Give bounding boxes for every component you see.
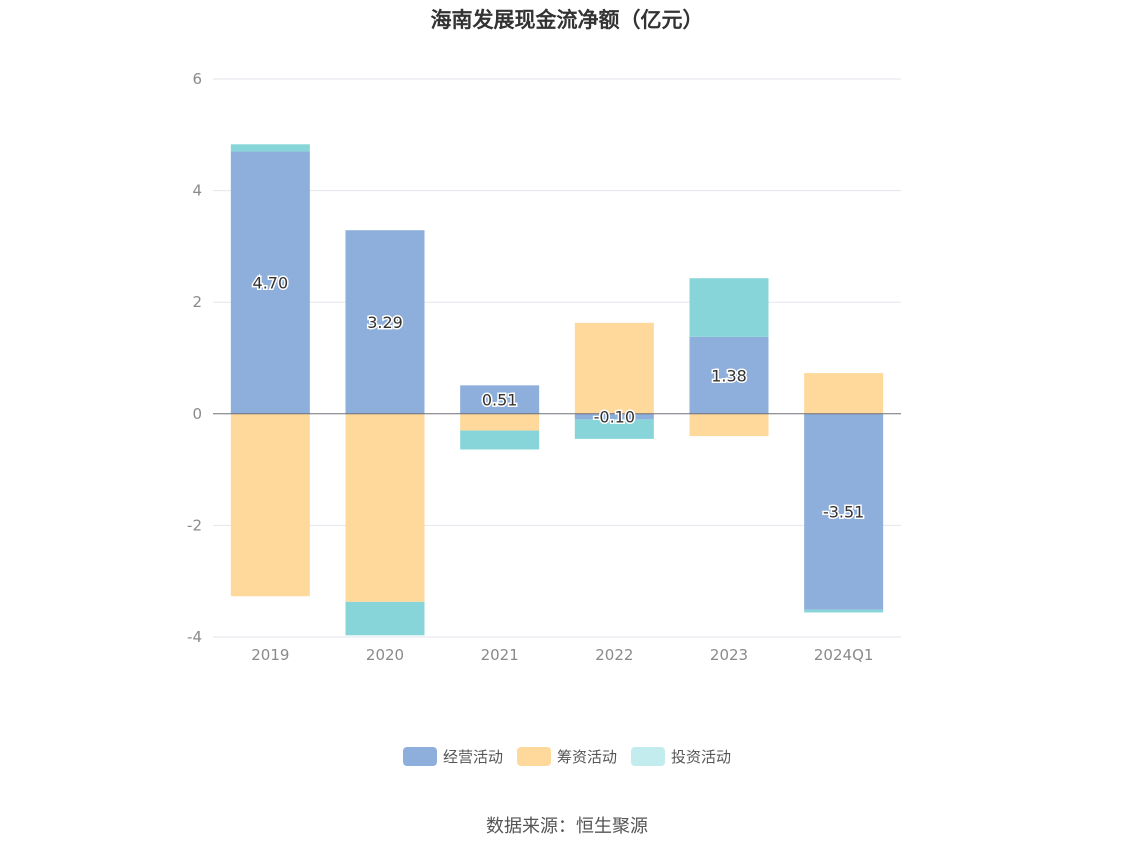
chart-title: 海南发展现金流净额（亿元） xyxy=(430,8,704,32)
x-tick-label: 2022 xyxy=(595,646,633,664)
bar-segment xyxy=(345,230,425,414)
data-label: 0.51 xyxy=(482,391,518,410)
x-tick-label: 2019 xyxy=(251,646,289,664)
x-tick-label: 2023 xyxy=(710,646,748,664)
x-tick-label: 2021 xyxy=(481,646,519,664)
y-tick-label: 2 xyxy=(192,293,202,311)
bar-segment xyxy=(460,430,540,450)
data-label: 4.70 xyxy=(253,274,289,293)
source-note: 数据来源：恒生聚源 xyxy=(486,816,648,837)
legend: 经营活动 筹资活动 投资活动 xyxy=(0,746,1134,767)
bar-segment xyxy=(345,413,425,602)
legend-item-operating[interactable]: 经营活动 xyxy=(402,746,503,767)
y-tick-label: -4 xyxy=(187,628,202,646)
y-tick-label: 0 xyxy=(192,405,202,423)
x-tick-label: 2020 xyxy=(366,646,404,664)
bar-segment xyxy=(230,413,310,597)
x-tick-label: 2024Q1 xyxy=(814,646,874,664)
chart-plot: -4 -2 0 2 4 6 4.70 3.29 0.51 -0.10 1.38 -3.51 2019 20… xyxy=(187,70,901,664)
y-tick-label: 4 xyxy=(192,182,202,200)
legend-item-financing[interactable]: 筹资活动 xyxy=(516,746,617,767)
data-label: -0.10 xyxy=(594,408,635,427)
bar-segment xyxy=(345,601,425,636)
bar-segment xyxy=(689,278,769,337)
y-tick-label: -2 xyxy=(187,516,202,534)
legend-swatch-operating xyxy=(402,747,437,766)
bar-segment xyxy=(804,373,884,414)
bar-segment xyxy=(460,385,540,414)
bar-segment xyxy=(804,609,884,613)
bar-segment xyxy=(574,419,654,439)
bar-segment xyxy=(804,413,884,610)
y-tick-label: 6 xyxy=(192,70,202,88)
legend-swatch-investing xyxy=(631,747,665,766)
bar-segment xyxy=(574,322,654,414)
data-label: 1.38 xyxy=(711,366,747,385)
bar-segment xyxy=(574,413,654,420)
legend-label-operating: 经营活动 xyxy=(442,748,503,766)
bar-segment xyxy=(230,144,310,152)
data-label: 3.29 xyxy=(367,313,403,332)
bar-segment xyxy=(460,413,540,431)
legend-label-financing: 筹资活动 xyxy=(556,748,617,766)
bar-segment xyxy=(230,151,310,414)
legend-item-investing[interactable]: 投资活动 xyxy=(631,746,731,767)
legend-swatch-financing xyxy=(516,747,551,766)
bar-segment xyxy=(689,413,769,437)
data-label: -3.51 xyxy=(823,503,864,522)
bar-segment xyxy=(689,336,769,414)
legend-label-investing: 投资活动 xyxy=(671,748,732,766)
